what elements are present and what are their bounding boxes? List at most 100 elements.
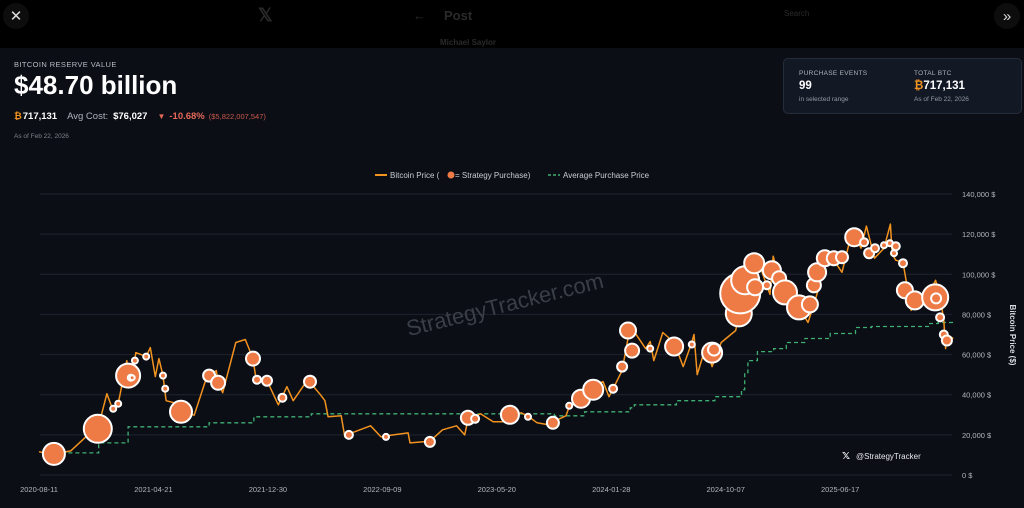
reserve-value: $48.70 billion	[14, 70, 178, 100]
watermark: StrategyTracker.com	[404, 268, 606, 341]
purchase-bubble[interactable]	[844, 227, 865, 248]
x-tick-label: 2025-06-17	[821, 485, 859, 494]
holdings-row: ₿ 717,131 Avg Cost: $76,027 ▼ -10.68% ($…	[14, 111, 266, 122]
x-logo-icon: 𝕏	[842, 451, 850, 462]
purchase-bubble[interactable]	[499, 404, 520, 425]
y-tick-label: 120,000 $	[962, 230, 996, 239]
x-tick-label: 2024-10-07	[707, 485, 745, 494]
y-tick-label: 80,000 $	[962, 310, 992, 319]
purchase-bubble[interactable]	[687, 340, 696, 349]
legend: Bitcoin Price ( = Strategy Purchase) Ave…	[375, 171, 650, 180]
purchase-events-label: PURCHASE EVENTS	[799, 70, 868, 77]
bitcoin-icon: ₿	[914, 80, 924, 92]
back-arrow-icon: ←	[413, 8, 426, 23]
purchase-bubble[interactable]	[343, 429, 354, 440]
purchase-bubble[interactable]	[646, 344, 655, 353]
purchase-bubble[interactable]	[169, 399, 193, 424]
purchase-bubble[interactable]	[743, 252, 766, 275]
x-tick-label: 2022-09-09	[363, 485, 401, 494]
purchase-bubble[interactable]	[898, 258, 908, 269]
chart-panel	[0, 48, 1024, 508]
total-btc-label: TOTAL BTC	[914, 70, 952, 77]
purchase-bubble[interactable]	[41, 441, 66, 466]
purchase-bubble[interactable]	[423, 435, 436, 448]
legend-price-label: Bitcoin Price (	[390, 171, 440, 180]
x-tick-label: 2023-05-20	[478, 485, 516, 494]
purchase-bubble[interactable]	[565, 401, 574, 410]
purchase-bubble[interactable]	[128, 374, 136, 382]
purchase-bubble[interactable]	[859, 237, 870, 248]
purchase-bubble[interactable]	[82, 413, 113, 444]
down-triangle-icon: ▼	[157, 112, 166, 121]
y-tick-label: 20,000 $	[962, 431, 992, 440]
purchase-bubble[interactable]	[904, 290, 925, 311]
x-tick-label: 2021-12-30	[249, 485, 287, 494]
collapse-button[interactable]: »	[994, 3, 1020, 29]
purchase-bubble[interactable]	[870, 243, 880, 254]
purchase-bubble[interactable]	[109, 404, 118, 413]
purchase-bubble[interactable]	[142, 352, 151, 361]
purchase-bubble[interactable]	[746, 278, 765, 297]
purchase-bubble[interactable]	[524, 412, 532, 421]
legend-average-label: Average Purchase Price	[563, 171, 650, 180]
reserve-label: BITCOIN RESERVE VALUE	[14, 60, 117, 69]
purchase-bubble[interactable]	[616, 360, 629, 373]
purchase-bubble[interactable]	[835, 250, 849, 265]
y-tick-label: 140,000 $	[962, 190, 996, 199]
legend-bubble-swatch	[447, 171, 455, 179]
purchase-bubble[interactable]	[161, 384, 170, 393]
purchase-bubble[interactable]	[624, 342, 641, 359]
purchase-bubble[interactable]	[261, 374, 273, 387]
total-btc-value: 717,131	[923, 80, 965, 92]
x-tick-label: 2020-08-11	[20, 485, 58, 494]
purchase-bubble[interactable]	[940, 334, 953, 347]
purchase-bubble[interactable]	[761, 280, 772, 291]
average-purchase-price-line	[54, 321, 954, 454]
as-of-date: As of Feb 22, 2026	[14, 133, 69, 140]
y-tick-label: 100,000 $	[962, 270, 996, 279]
purchase-bubble[interactable]	[935, 312, 946, 323]
author-name: Michael Saylor	[440, 38, 497, 47]
x-close-icon: ✕	[9, 8, 23, 25]
search-placeholder: Search	[784, 9, 810, 18]
purchase-bubble[interactable]	[114, 399, 123, 408]
twitter-handle: @StrategyTracker	[856, 452, 921, 461]
purchase-bubble[interactable]	[245, 350, 261, 367]
background-page: 𝕏 ← Post Michael Saylor Search	[0, 0, 1024, 48]
y-tick-label: 60,000 $	[962, 351, 992, 360]
purchase-bubble[interactable]	[382, 432, 390, 441]
post-title: Post	[444, 8, 473, 23]
double-chevron-right-icon: »	[1002, 7, 1012, 25]
purchase-bubble[interactable]	[277, 392, 288, 403]
btc-holdings: 717,131	[22, 111, 58, 122]
y-tick-label: 40,000 $	[962, 391, 992, 400]
purchase-bubble[interactable]	[800, 295, 819, 314]
purchase-bubble[interactable]	[545, 415, 560, 430]
purchase-bubble[interactable]	[664, 336, 685, 357]
purchase-bubble[interactable]	[619, 321, 637, 340]
y-tick-label: 0 $	[962, 471, 973, 480]
x-tick-label: 2024-01-28	[592, 485, 630, 494]
purchase-bubble[interactable]	[210, 374, 227, 391]
purchase-bubble[interactable]	[130, 356, 139, 365]
total-btc-sub: As of Feb 22, 2026	[914, 96, 969, 103]
purchase-bubble[interactable]	[159, 371, 167, 380]
x-logo-icon: 𝕏	[258, 5, 273, 25]
purchase-bubble[interactable]	[303, 374, 317, 389]
y-axis-label: Bitcoin Price ($)	[1008, 305, 1017, 366]
purchase-bubble[interactable]	[930, 292, 943, 305]
purchase-bubble[interactable]	[252, 374, 262, 385]
purchase-bubble[interactable]	[582, 378, 605, 401]
x-tick-label: 2021-04-21	[134, 485, 172, 494]
stats-card: PURCHASE EVENTS 99 in selected range TOT…	[783, 58, 1022, 114]
purchase-bubble[interactable]	[807, 262, 828, 283]
purchase-bubble[interactable]	[608, 383, 619, 394]
purchase-bubble[interactable]	[890, 241, 901, 252]
close-button[interactable]: ✕	[3, 3, 29, 29]
purchase-bubble[interactable]	[707, 342, 721, 357]
avg-cost-label: Avg Cost:	[67, 111, 109, 122]
purchase-bubble[interactable]	[470, 413, 481, 424]
purchase-events-sub: in selected range	[799, 96, 849, 103]
change-usd: ($5,822,007,547)	[208, 112, 266, 121]
